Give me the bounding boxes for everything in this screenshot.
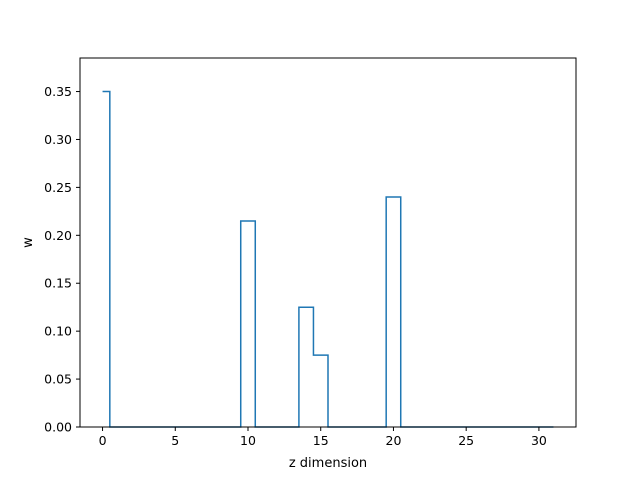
x-tick-label: 15 bbox=[313, 433, 329, 448]
x-tick-label: 30 bbox=[531, 433, 547, 448]
x-tick-label: 20 bbox=[386, 433, 402, 448]
y-tick-label: 0.10 bbox=[44, 324, 72, 339]
y-tick-label: 0.35 bbox=[44, 84, 72, 99]
x-axis-label: z dimension bbox=[289, 456, 367, 471]
x-tick-label: 5 bbox=[171, 433, 179, 448]
x-tick-label: 25 bbox=[458, 433, 474, 448]
x-tick-label: 10 bbox=[240, 433, 256, 448]
y-tick-label: 0.00 bbox=[44, 420, 72, 435]
y-tick-label: 0.20 bbox=[44, 228, 72, 243]
plot-area bbox=[102, 90, 554, 428]
y-tick-label: 0.15 bbox=[44, 276, 72, 291]
x-tick-label: 0 bbox=[99, 433, 107, 448]
x-axis-ticks: 0 5 10 15 20 25 30 bbox=[99, 427, 547, 448]
axes-frame bbox=[79, 57, 577, 428]
y-axis-label: w bbox=[21, 237, 36, 248]
y-tick-label: 0.05 bbox=[44, 372, 72, 387]
series-step-line bbox=[102, 90, 554, 428]
y-tick-label: 0.25 bbox=[44, 180, 72, 195]
y-axis-ticks: 0.00 0.05 0.10 0.15 0.20 0.25 0.30 0.35 bbox=[44, 84, 80, 435]
y-tick-label: 0.30 bbox=[44, 132, 72, 147]
